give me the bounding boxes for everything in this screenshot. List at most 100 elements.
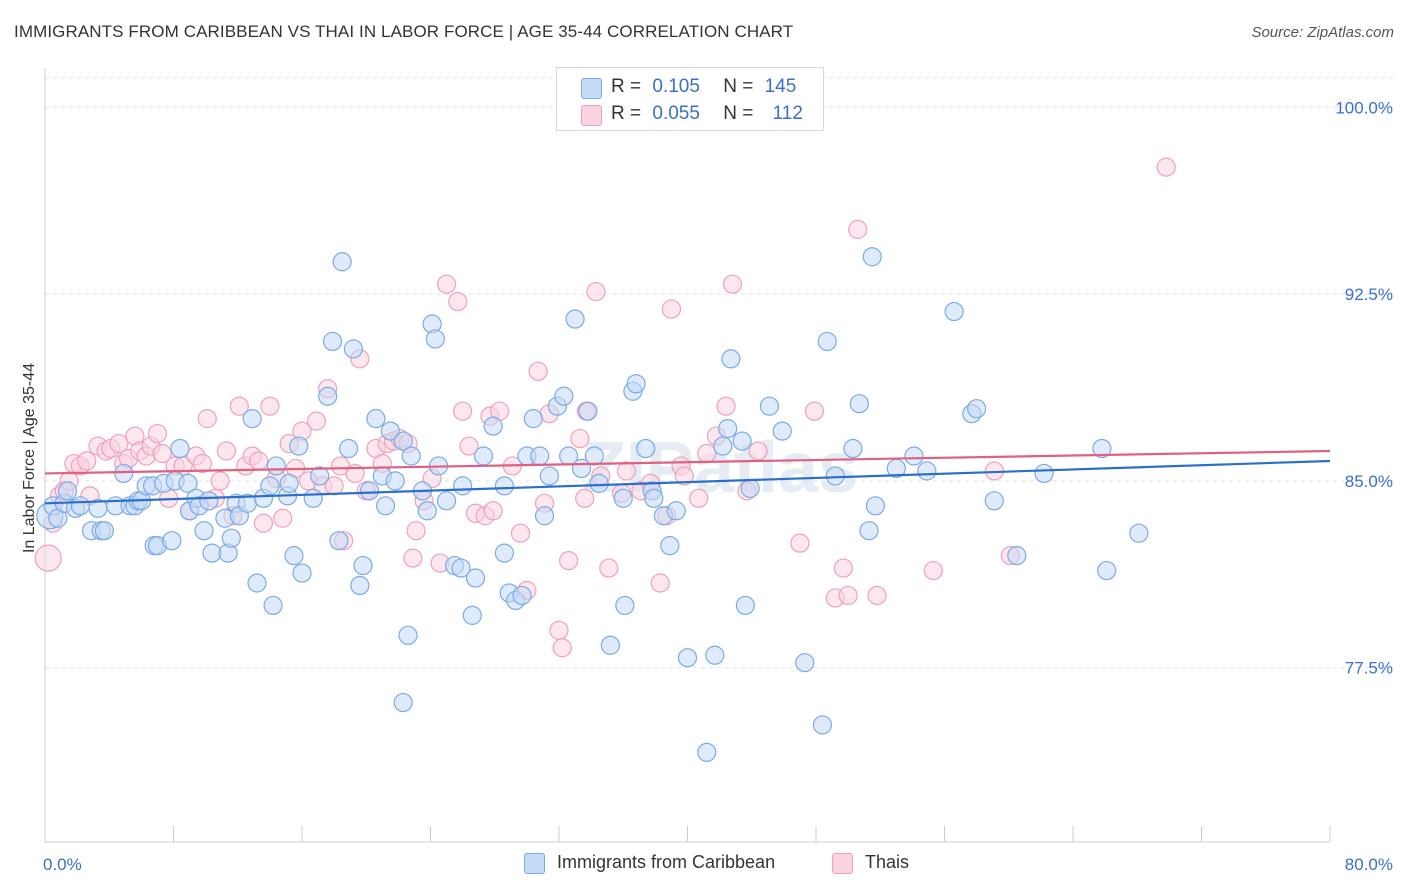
point-thais [510,523,531,543]
point-thais [552,638,572,658]
trend-lines [44,449,1331,505]
point-caribbean [393,431,413,451]
point-thais [197,409,217,429]
point-caribbean [615,595,635,616]
point-thais [406,521,426,541]
bottom-legend-swatch-caribbean [524,853,545,874]
point-caribbean [772,421,792,441]
point-caribbean [178,473,198,493]
legend-n-label: N = [723,103,754,124]
point-thais [436,274,457,294]
point-thais [599,558,619,578]
point-caribbean [530,446,550,466]
point-thais [697,443,717,464]
point-thais [570,428,590,449]
point-caribbean [343,339,363,359]
point-thais [790,533,810,553]
point-thais [147,423,168,444]
point-caribbean [1034,463,1054,484]
point-thais [674,466,694,486]
point-thais [273,508,293,528]
point-caribbean [451,558,471,578]
y-tick-label: 92.5% [1345,285,1393,304]
point-thais [1156,157,1176,177]
point-caribbean [194,521,214,541]
legend-r-label: R = [611,103,642,124]
point-caribbean [417,501,437,521]
point-caribbean [600,635,621,655]
point-thais [689,488,709,508]
point-caribbean [385,471,405,491]
point-caribbean [329,531,349,551]
point-caribbean [862,247,882,267]
point-caribbean [735,595,755,616]
chart-source: Source: ZipAtlas.com [1251,24,1394,41]
point-caribbean [279,473,299,493]
point-thais [616,461,637,481]
chart-title: IMMIGRANTS FROM CARIBBEAN VS THAI IN LAB… [14,22,794,41]
x-tick-label: 80.0% [1345,855,1393,874]
point-caribbean [825,466,845,486]
point-thais [229,396,249,416]
point-caribbean [473,446,494,466]
point-thais [210,471,230,491]
bottom-legend-swatch-thais [832,853,853,874]
point-caribbean [94,521,115,541]
point-caribbean [539,466,559,486]
point-thais [716,396,736,416]
point-caribbean [436,491,457,511]
y-tick-labels: 77.5% 85.0% 92.5% 100.0% [1335,98,1393,677]
point-caribbean [718,419,738,439]
point-caribbean [375,496,396,516]
point-thais [453,401,473,421]
point-caribbean [713,436,733,456]
y-tick-label: 77.5% [1345,659,1393,678]
series-thais-points [34,157,1176,658]
point-thais [650,573,670,593]
point-caribbean [366,409,386,429]
point-caribbean [584,446,604,466]
point-caribbean [303,488,323,508]
legend-n-label: N = [723,76,754,97]
point-caribbean [453,476,473,496]
legend-swatch-caribbean [581,78,602,99]
point-thais [109,433,129,454]
correlation-legend: R = 0.105 N = 145 R = 0.055 N = 112 [556,67,824,131]
point-thais [833,558,853,578]
point-caribbean [322,331,343,352]
point-thais [549,620,569,640]
point-caribbean [393,692,413,713]
point-caribbean [1097,560,1117,581]
point-caribbean [318,386,338,406]
point-caribbean [483,416,503,436]
x-tick-label: 0.0% [43,855,82,874]
point-caribbean [534,506,555,526]
point-caribbean [613,488,633,508]
y-tick-label: 85.0% [1345,472,1393,491]
point-thais [559,550,579,571]
point-caribbean [494,543,514,563]
point-caribbean [732,431,752,451]
point-thais [867,585,887,606]
point-caribbean [332,252,352,272]
point-caribbean [401,446,421,466]
point-caribbean [1092,438,1112,459]
point-caribbean [849,394,869,414]
legend-n-value-thais: 112 [772,103,803,124]
legend-n-value-caribbean: 145 [764,76,797,97]
point-caribbean [70,496,90,516]
point-thais [216,441,237,461]
x-tick-labels: 0.0% 80.0% [43,855,1393,874]
point-caribbean [353,555,373,576]
point-caribbean [721,349,741,369]
point-caribbean [697,742,717,762]
point-caribbean [967,399,987,419]
point-caribbean [162,531,182,551]
point-caribbean [1129,523,1149,543]
point-caribbean [114,463,134,484]
point-thais [923,560,943,581]
point-thais [848,219,868,239]
point-thais [448,292,468,312]
point-thais [575,488,595,508]
point-caribbean [812,715,833,735]
